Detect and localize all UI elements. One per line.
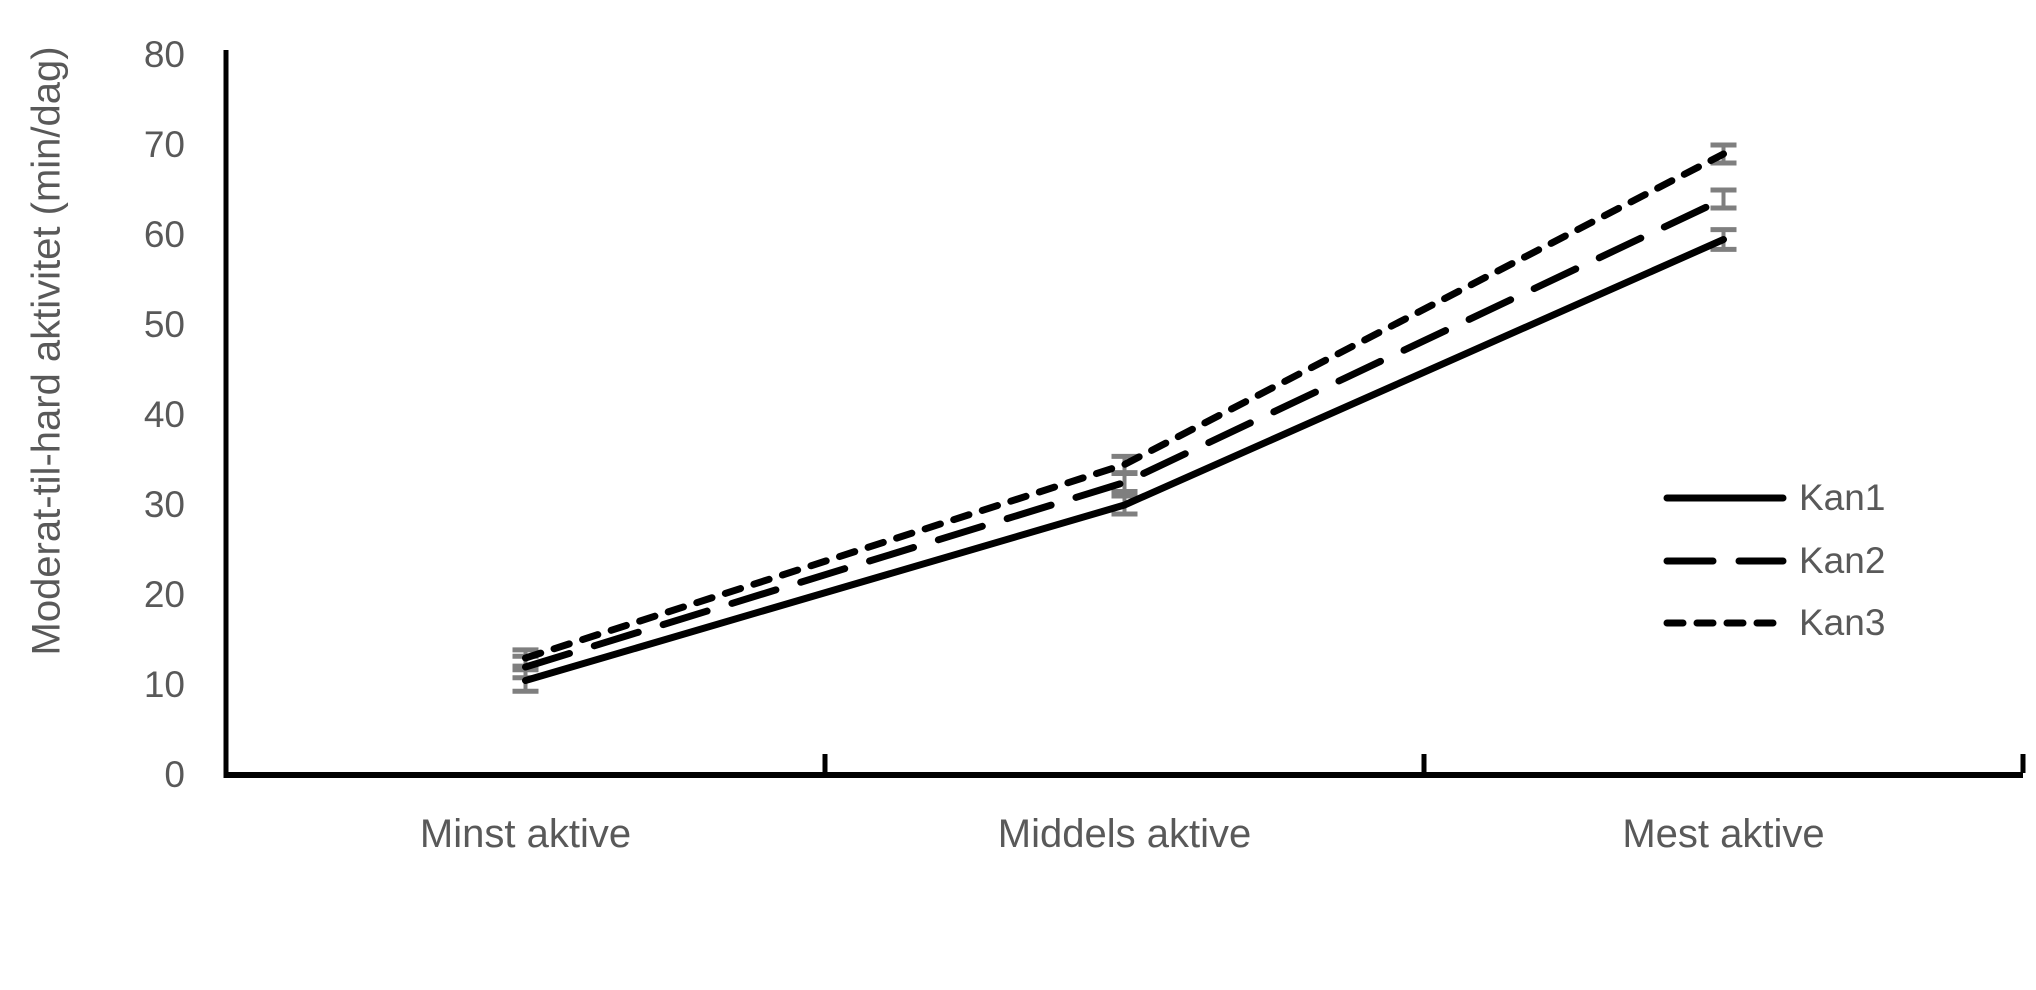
legend-line-sample-short-dash: [1663, 619, 1787, 627]
legend-entry-kan2: Kan2: [1663, 539, 1886, 581]
legend-line-sample-long-dash: [1663, 557, 1787, 564]
x-category-label-1: Minst aktive: [419, 812, 632, 856]
y-tick-label-70: 70: [143, 124, 185, 165]
y-tick-label-0: 0: [164, 754, 185, 795]
y-tick-label-80: 80: [143, 34, 185, 75]
y-tick-label-40: 40: [143, 394, 185, 435]
y-tick-label-20: 20: [143, 574, 185, 615]
y-tick-label-10: 10: [143, 664, 185, 705]
legend-entry-kan3: Kan3: [1663, 603, 1885, 643]
legend-line-sample-solid: [1663, 494, 1787, 502]
series-line-kan1: [522, 236, 1727, 684]
legend-label-kan1: Kan1: [1799, 477, 1886, 518]
error-bar-kan2-pt3: [1710, 187, 1737, 211]
y-tick-label-50: 50: [143, 304, 185, 345]
x-category-label-2: Middels aktive: [997, 812, 1252, 856]
y-tick-label-60: 60: [143, 214, 185, 255]
series-line-kan3: [522, 150, 1727, 662]
x-category-label-3: Mest aktive: [1622, 812, 1825, 856]
legend-label-kan2: Kan2: [1799, 539, 1886, 581]
y-tick-label-30: 30: [143, 484, 185, 525]
legend-label-kan3: Kan3: [1799, 602, 1886, 643]
legend-entry-kan1: Kan1: [1663, 478, 1885, 518]
